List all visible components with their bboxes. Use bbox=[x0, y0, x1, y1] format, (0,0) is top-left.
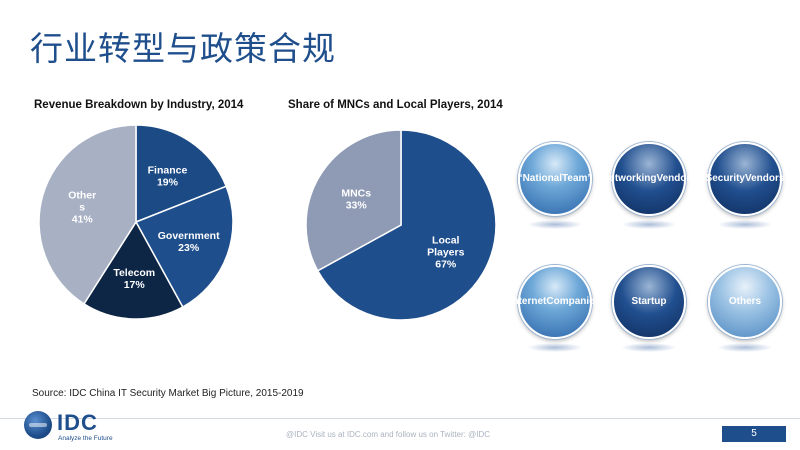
pie-slice-1 bbox=[134, 185, 234, 309]
bubble-reflection bbox=[622, 220, 676, 229]
bubble-reflection bbox=[718, 343, 772, 352]
bubble-label: Startup bbox=[612, 265, 686, 339]
pie-slice-label-1: MNCs 33% bbox=[341, 188, 371, 212]
pie-chart-mnc-share: Local Players 67% MNCs 33% bbox=[305, 129, 497, 321]
bubble-reflection bbox=[718, 220, 772, 229]
pie-slice-1 bbox=[305, 129, 402, 272]
pie-slice-3 bbox=[38, 124, 137, 305]
footer-text: @IDC Visit us at IDC.com and follow us o… bbox=[286, 430, 491, 439]
bubble-label: Security Vendors bbox=[706, 142, 784, 216]
pie-slice-2 bbox=[82, 220, 184, 320]
footer-divider bbox=[0, 418, 800, 419]
bubble-networking-vendors: Networking Vendors bbox=[602, 142, 696, 232]
bubble-others: Others bbox=[708, 265, 782, 355]
pie-slice-0 bbox=[135, 124, 228, 224]
bubble-startup: Startup bbox=[612, 265, 686, 355]
bubble-reflection bbox=[528, 343, 582, 352]
pie-slice-label-0: Local Players 67% bbox=[427, 234, 465, 270]
bubble-label: Networking Vendors bbox=[602, 142, 696, 216]
logo-text: IDC bbox=[57, 410, 98, 435]
logo-tagline: Analyze the Future bbox=[58, 435, 113, 442]
pie-slice-0 bbox=[316, 129, 497, 321]
chart-title-mnc-share: Share of MNCs and Local Players, 2014 bbox=[288, 99, 503, 111]
bubble-label: Others bbox=[708, 265, 782, 339]
bubble-security-vendors: Security Vendors bbox=[706, 142, 784, 232]
source-note: Source: IDC China IT Security Market Big… bbox=[32, 388, 304, 399]
page-number: 5 bbox=[722, 426, 786, 442]
bubble-internet-companies: Internet Companies bbox=[510, 265, 600, 355]
pie-slice-label-1: Government 23% bbox=[158, 230, 220, 254]
bubble-reflection bbox=[622, 343, 676, 352]
chart-title-industry: Revenue Breakdown by Industry, 2014 bbox=[34, 99, 244, 111]
bubble-label: Internet Companies bbox=[510, 265, 600, 339]
pie-slice-label-2: Telecom 17% bbox=[113, 267, 155, 291]
bubble-reflection bbox=[528, 220, 582, 229]
idc-logo: IDC Analyze the Future bbox=[24, 409, 154, 445]
page-title: 行业转型与政策合规 bbox=[30, 29, 336, 68]
bubble-label: “National Team” bbox=[518, 142, 592, 216]
globe-icon bbox=[24, 411, 52, 439]
bubble-national-team: “National Team” bbox=[518, 142, 592, 232]
pie-chart-industry: Finance 19% Government 23%Telecom 17% Other s 4… bbox=[38, 124, 234, 320]
pie-slice-label-3: Other s 41% bbox=[68, 189, 96, 225]
pie-slice-label-0: Finance 19% bbox=[148, 165, 188, 189]
